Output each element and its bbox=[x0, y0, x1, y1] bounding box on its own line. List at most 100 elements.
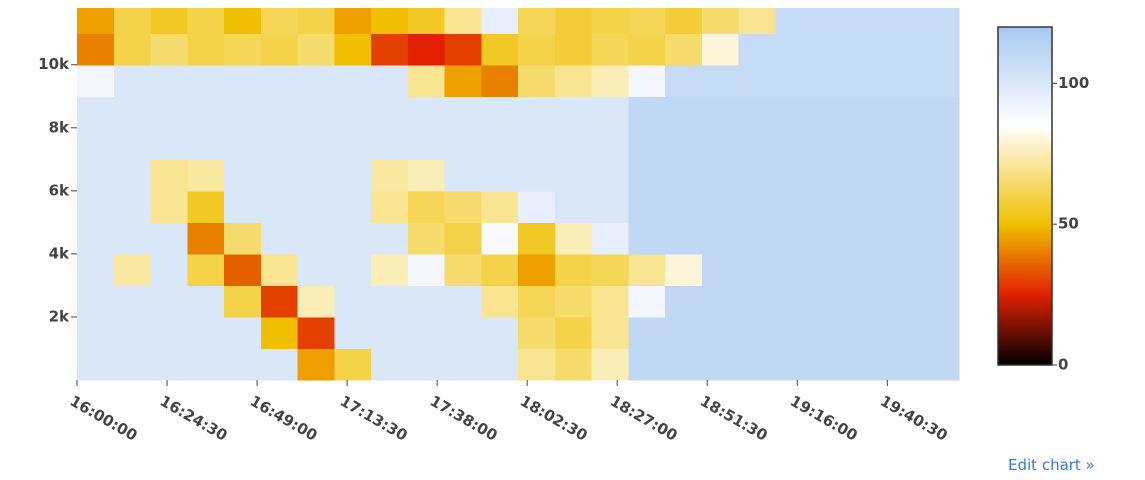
heatmap-cell bbox=[114, 33, 151, 65]
colorbar-tick-label: 0 bbox=[1058, 356, 1068, 374]
heatmap-cell bbox=[445, 128, 482, 160]
heatmap-cell bbox=[261, 348, 298, 380]
heatmap-cell bbox=[151, 348, 188, 380]
heatmap-cell bbox=[408, 159, 445, 191]
heatmap-cell bbox=[114, 65, 151, 97]
heatmap-cell bbox=[592, 65, 629, 97]
heatmap-cell bbox=[555, 8, 592, 34]
heatmap-cell bbox=[665, 222, 702, 254]
heatmap-cell bbox=[812, 65, 849, 97]
heatmap-cell bbox=[334, 96, 371, 128]
heatmap-cell bbox=[371, 159, 408, 191]
heatmap-cell bbox=[592, 8, 629, 34]
edit-chart-link[interactable]: Edit chart » bbox=[1008, 456, 1095, 474]
heatmap-cell bbox=[886, 254, 923, 286]
heatmap-cell bbox=[224, 348, 261, 380]
heatmap-cell bbox=[445, 96, 482, 128]
heatmap-cell bbox=[261, 128, 298, 160]
heatmap-cell bbox=[812, 96, 849, 128]
heatmap-cell bbox=[922, 159, 959, 191]
heatmap-cell bbox=[187, 8, 224, 34]
heatmap-cell bbox=[77, 348, 114, 380]
heatmap-cell bbox=[555, 254, 592, 286]
heatmap-cell bbox=[224, 8, 261, 34]
x-tick-label: 19:40:30 bbox=[877, 392, 951, 445]
heatmap-cell bbox=[886, 128, 923, 160]
heatmap-cell bbox=[518, 317, 555, 349]
heatmap-cell bbox=[77, 191, 114, 223]
heatmap-cell bbox=[665, 8, 702, 34]
heatmap-cell bbox=[371, 96, 408, 128]
heatmap-cell bbox=[481, 285, 518, 317]
heatmap-cell bbox=[371, 317, 408, 349]
heatmap-cell bbox=[775, 96, 812, 128]
heatmap-cell bbox=[445, 317, 482, 349]
heatmap-cell bbox=[592, 348, 629, 380]
heatmap-cell bbox=[739, 348, 776, 380]
heatmap-cell bbox=[665, 317, 702, 349]
heatmap-cell bbox=[371, 33, 408, 65]
heatmap-cell bbox=[702, 159, 739, 191]
heatmap-cell bbox=[628, 128, 665, 160]
heatmap-cell bbox=[628, 65, 665, 97]
x-tick-label: 17:38:00 bbox=[427, 392, 501, 445]
heatmap-cell bbox=[298, 254, 335, 286]
heatmap-cell bbox=[886, 348, 923, 380]
heatmap-cell bbox=[114, 128, 151, 160]
heatmap-cell bbox=[261, 222, 298, 254]
heatmap-cell bbox=[408, 128, 445, 160]
heatmap-cell bbox=[922, 191, 959, 223]
heatmap-cell bbox=[665, 96, 702, 128]
heatmap-cell bbox=[261, 317, 298, 349]
heatmap-cell bbox=[849, 317, 886, 349]
heatmap-cell bbox=[408, 96, 445, 128]
heatmap-cell bbox=[224, 159, 261, 191]
colorbar bbox=[998, 27, 1052, 365]
heatmap-cell bbox=[334, 128, 371, 160]
heatmap-cell bbox=[518, 191, 555, 223]
heatmap-cell bbox=[739, 191, 776, 223]
heatmap-cell bbox=[481, 65, 518, 97]
heatmap-cell bbox=[445, 191, 482, 223]
heatmap-cell bbox=[518, 222, 555, 254]
heatmap-cell bbox=[628, 191, 665, 223]
heatmap-cell bbox=[298, 128, 335, 160]
heatmap-cell bbox=[555, 317, 592, 349]
heatmap-cell bbox=[408, 191, 445, 223]
heatmap-cell bbox=[261, 8, 298, 34]
heatmap-cell bbox=[739, 65, 776, 97]
heatmap-cell bbox=[151, 285, 188, 317]
heatmap-cell bbox=[886, 8, 923, 34]
heatmap-cell bbox=[151, 191, 188, 223]
heatmap-cell bbox=[445, 254, 482, 286]
heatmap-cell bbox=[922, 8, 959, 34]
heatmap-cell bbox=[922, 317, 959, 349]
heatmap-cell bbox=[298, 33, 335, 65]
heatmap-cell bbox=[702, 348, 739, 380]
heatmap-cell bbox=[739, 254, 776, 286]
heatmap-cell bbox=[224, 285, 261, 317]
heatmap-cell bbox=[665, 348, 702, 380]
heatmap-cell bbox=[224, 317, 261, 349]
heatmap-cell bbox=[481, 128, 518, 160]
heatmap-cell bbox=[592, 285, 629, 317]
x-tick-label: 17:13:30 bbox=[337, 392, 411, 445]
heatmap-cell bbox=[481, 317, 518, 349]
heatmap-cell bbox=[518, 254, 555, 286]
heatmap-cell bbox=[151, 254, 188, 286]
heatmap-cell bbox=[224, 254, 261, 286]
heatmap-cell bbox=[224, 65, 261, 97]
heatmap-cell bbox=[334, 8, 371, 34]
heatmap-cell bbox=[371, 254, 408, 286]
heatmap-cell bbox=[77, 96, 114, 128]
y-tick-label: 6k bbox=[49, 181, 70, 199]
heatmap-cell bbox=[628, 96, 665, 128]
heatmap-cell bbox=[77, 317, 114, 349]
heatmap-cell bbox=[628, 317, 665, 349]
heatmap-cell bbox=[187, 191, 224, 223]
heatmap-cell bbox=[775, 128, 812, 160]
heatmap-cell bbox=[408, 348, 445, 380]
heatmap-cell bbox=[187, 33, 224, 65]
heatmap-cell bbox=[849, 222, 886, 254]
